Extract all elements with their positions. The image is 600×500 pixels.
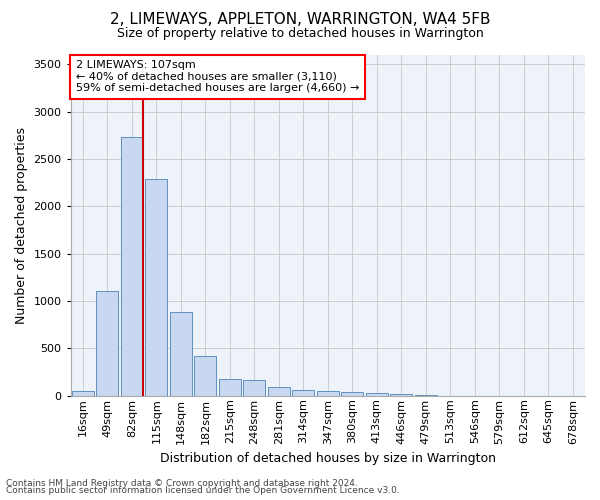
Bar: [72, 391, 94, 396]
Bar: [170, 312, 192, 396]
X-axis label: Distribution of detached houses by size in Warrington: Distribution of detached houses by size …: [160, 452, 496, 465]
Bar: [366, 393, 388, 396]
Y-axis label: Number of detached properties: Number of detached properties: [15, 127, 28, 324]
Bar: [317, 390, 339, 396]
Bar: [121, 138, 143, 396]
Bar: [194, 356, 217, 396]
Text: 2 LIMEWAYS: 107sqm
← 40% of detached houses are smaller (3,110)
59% of semi-deta: 2 LIMEWAYS: 107sqm ← 40% of detached hou…: [76, 60, 359, 94]
Bar: [97, 290, 118, 396]
Text: Contains public sector information licensed under the Open Government Licence v3: Contains public sector information licen…: [6, 486, 400, 495]
Text: 2, LIMEWAYS, APPLETON, WARRINGTON, WA4 5FB: 2, LIMEWAYS, APPLETON, WARRINGTON, WA4 5…: [110, 12, 490, 28]
Bar: [244, 380, 265, 396]
Bar: [341, 392, 364, 396]
Text: Size of property relative to detached houses in Warrington: Size of property relative to detached ho…: [116, 28, 484, 40]
Bar: [219, 379, 241, 396]
Bar: [268, 387, 290, 396]
Text: Contains HM Land Registry data © Crown copyright and database right 2024.: Contains HM Land Registry data © Crown c…: [6, 478, 358, 488]
Bar: [292, 390, 314, 396]
Bar: [391, 394, 412, 396]
Bar: [145, 179, 167, 396]
